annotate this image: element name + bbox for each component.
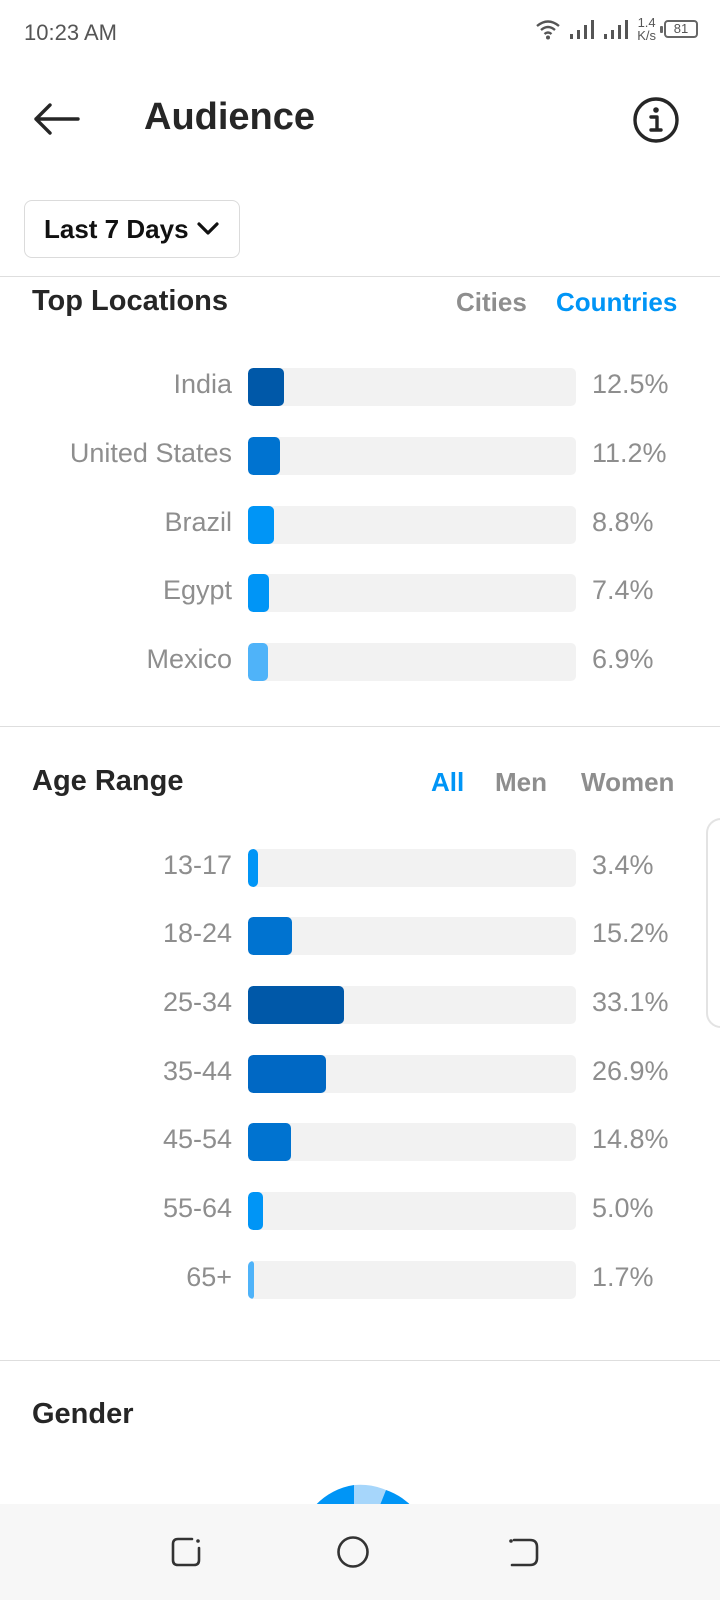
age-row: 35-44 26.9% <box>0 1054 720 1094</box>
gender-donut-chart <box>294 1484 434 1508</box>
location-row: Brazil 8.8% <box>0 505 720 545</box>
network-speed-value: 1.4 <box>637 15 656 30</box>
bar-track <box>248 1123 576 1161</box>
date-range-label: Last 7 Days <box>44 213 189 244</box>
info-button[interactable] <box>630 94 682 146</box>
location-row: Egypt 7.4% <box>0 573 720 613</box>
gender-title: Gender <box>32 1398 134 1430</box>
bar-fill <box>248 1123 291 1161</box>
location-label: India <box>173 369 232 399</box>
bar-track <box>248 1055 576 1093</box>
location-value: 6.9% <box>592 644 654 674</box>
age-row: 18-24 15.2% <box>0 916 720 956</box>
bar-fill <box>248 643 268 681</box>
bar-fill <box>248 506 274 544</box>
wifi-icon <box>536 20 560 40</box>
bar-fill <box>248 437 281 475</box>
location-value: 7.4% <box>592 575 654 605</box>
bar-track <box>248 1192 576 1230</box>
location-label: Egypt <box>162 575 232 605</box>
bar-track <box>248 643 576 681</box>
age-value: 5.0% <box>592 1193 654 1223</box>
age-value: 33.1% <box>592 987 669 1017</box>
divider <box>0 1360 720 1361</box>
age-value: 1.7% <box>592 1262 654 1292</box>
location-value: 8.8% <box>592 507 654 537</box>
bar-track <box>248 506 576 544</box>
age-label: 13-17 <box>162 850 232 880</box>
location-label: United States <box>69 438 232 468</box>
signal-icon <box>570 20 595 39</box>
age-row: 55-64 5.0% <box>0 1191 720 1231</box>
bar-fill <box>248 368 285 406</box>
network-speed-unit: K/s <box>637 28 656 43</box>
age-label: 65+ <box>186 1262 232 1292</box>
location-row: India 12.5% <box>0 367 720 407</box>
date-range-dropdown[interactable]: Last 7 Days <box>24 200 240 258</box>
age-value: 26.9% <box>592 1056 669 1086</box>
back-arrow-icon <box>34 103 80 135</box>
recents-icon <box>171 1537 201 1567</box>
tab-women[interactable]: Women <box>581 767 675 797</box>
bar-fill <box>248 917 293 955</box>
age-range-title: Age Range <box>32 765 184 797</box>
status-time: 10:23 AM <box>24 20 117 45</box>
system-nav-bar <box>0 1504 720 1600</box>
age-value: 3.4% <box>592 850 654 880</box>
bar-fill <box>248 849 258 887</box>
tab-cities[interactable]: Cities <box>456 287 527 317</box>
bar-track <box>248 849 576 887</box>
bar-fill <box>248 986 344 1024</box>
bar-fill <box>248 1192 263 1230</box>
status-bar: 10:23 AM 1.4 K/s 81 <box>0 0 720 64</box>
battery-icon: 81 <box>660 20 698 38</box>
location-value: 12.5% <box>592 369 669 399</box>
back-nav-button[interactable] <box>506 1534 542 1570</box>
tab-countries[interactable]: Countries <box>556 287 678 317</box>
location-row: United States 11.2% <box>0 436 720 476</box>
bar-track <box>248 917 576 955</box>
back-button[interactable] <box>28 94 84 144</box>
age-row: 45-54 14.8% <box>0 1122 720 1162</box>
bar-track <box>248 1261 576 1299</box>
age-label: 35-44 <box>162 1056 232 1086</box>
header: Audience <box>0 70 720 170</box>
divider <box>0 726 720 727</box>
location-label: Mexico <box>146 644 232 674</box>
home-button[interactable] <box>335 1534 371 1570</box>
bar-fill <box>248 1055 326 1093</box>
tab-all[interactable]: All <box>431 767 465 797</box>
info-icon <box>633 97 679 143</box>
age-label: 45-54 <box>162 1124 232 1154</box>
location-value: 11.2% <box>592 438 667 468</box>
recents-button[interactable] <box>168 1534 204 1570</box>
tab-men[interactable]: Men <box>495 767 547 797</box>
bar-fill <box>248 1261 254 1299</box>
age-value: 14.8% <box>592 1124 669 1154</box>
divider <box>0 276 720 277</box>
bar-fill <box>248 574 270 612</box>
age-row: 65+ 1.7% <box>0 1260 720 1300</box>
bar-track <box>248 368 576 406</box>
home-icon <box>337 1536 369 1568</box>
chevron-down-icon <box>196 222 219 236</box>
bar-track <box>248 437 576 475</box>
location-label: Brazil <box>164 507 232 537</box>
side-pull-tab[interactable] <box>706 818 720 1028</box>
page-title: Audience <box>144 96 316 138</box>
age-row: 25-34 33.1% <box>0 985 720 1025</box>
network-speed: 1.4 K/s <box>637 16 656 42</box>
top-locations-title: Top Locations <box>32 285 229 317</box>
age-label: 25-34 <box>162 987 232 1017</box>
bar-track <box>248 574 576 612</box>
back-nav-icon <box>509 1538 539 1567</box>
signal-icon-2 <box>604 20 629 39</box>
age-label: 18-24 <box>162 918 232 948</box>
bar-track <box>248 986 576 1024</box>
age-label: 55-64 <box>162 1193 232 1223</box>
age-value: 15.2% <box>592 918 669 948</box>
status-icons: 1.4 K/s 81 <box>535 16 698 42</box>
location-row: Mexico 6.9% <box>0 642 720 682</box>
age-row: 13-17 3.4% <box>0 848 720 888</box>
